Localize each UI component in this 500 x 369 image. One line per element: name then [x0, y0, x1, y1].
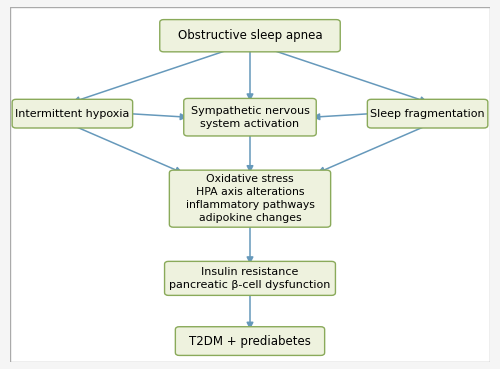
FancyBboxPatch shape — [368, 99, 488, 128]
Text: T2DM + prediabetes: T2DM + prediabetes — [189, 335, 311, 348]
Text: Oxidative stress
HPA axis alterations
inflammatory pathways
adipokine changes: Oxidative stress HPA axis alterations in… — [186, 174, 314, 224]
FancyBboxPatch shape — [160, 20, 340, 52]
Text: Sleep fragmentation: Sleep fragmentation — [370, 108, 485, 119]
FancyBboxPatch shape — [12, 99, 132, 128]
FancyBboxPatch shape — [170, 170, 330, 227]
FancyBboxPatch shape — [176, 327, 324, 355]
FancyBboxPatch shape — [10, 7, 490, 362]
Text: Obstructive sleep apnea: Obstructive sleep apnea — [178, 29, 322, 42]
Text: Insulin resistance
pancreatic β-cell dysfunction: Insulin resistance pancreatic β-cell dys… — [170, 267, 330, 290]
FancyBboxPatch shape — [184, 99, 316, 136]
Text: Intermittent hypoxia: Intermittent hypoxia — [15, 108, 130, 119]
FancyBboxPatch shape — [164, 261, 336, 295]
Text: Sympathetic nervous
system activation: Sympathetic nervous system activation — [190, 106, 310, 129]
